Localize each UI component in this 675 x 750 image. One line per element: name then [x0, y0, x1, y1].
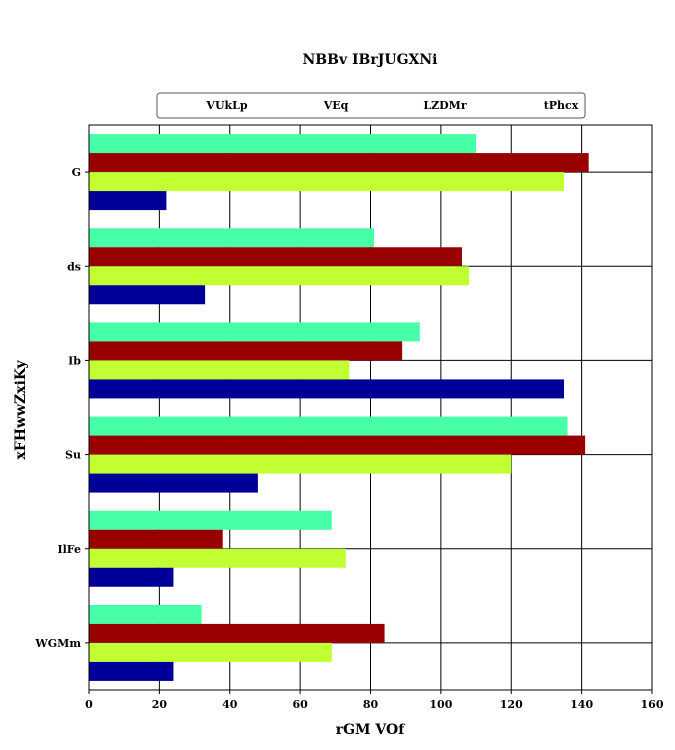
- x-tick-label: 160: [641, 698, 664, 711]
- y-tick-label: Ib: [68, 354, 81, 367]
- bar-VEq-Su: [89, 435, 586, 455]
- x-tick-label: 100: [429, 698, 452, 711]
- bars: [89, 134, 589, 681]
- y-ticks: Gds Ib Su IlFe WGMm: [34, 166, 89, 650]
- y-tick-label: Su: [65, 449, 81, 462]
- legend-box: [156, 92, 586, 119]
- y-tick-label: ds: [67, 260, 81, 273]
- bar-LZDMr-ds: [89, 266, 470, 286]
- bar-LZDMr-IlFe: [89, 548, 346, 568]
- bar-VEq-ds: [89, 247, 462, 267]
- y-tick-label: G: [72, 166, 81, 179]
- x-ticks: 0 20 40 60 80 100 120 140 160: [85, 690, 664, 711]
- y-tick-label: WGMm: [34, 637, 81, 650]
- x-tick-label: 0: [85, 698, 93, 711]
- bar-VUkLp-Su: [89, 416, 568, 436]
- bar-LZDMr-Su: [89, 454, 512, 474]
- bar-VUkLp-ds: [89, 228, 375, 248]
- legend-entry-LZDMr: LZDMr: [423, 99, 466, 112]
- bar-VEq-IlFe: [89, 529, 223, 549]
- bar-VEq-WGMm: [89, 623, 385, 643]
- bar-tPhcx-G: [89, 191, 167, 211]
- bar-tPhcx-WGMm: [89, 661, 174, 681]
- chart-title: NBBv IBrJUGXNi: [303, 52, 438, 68]
- legend-entry-VEq: VEq: [323, 99, 349, 112]
- x-tick-label: 120: [500, 698, 523, 711]
- bar-VUkLp-Ib: [89, 322, 420, 342]
- x-axis-label: rGM VOf: [336, 722, 406, 738]
- legend: VUkLp VEq LZDMr tPhcx: [156, 92, 586, 119]
- bar-LZDMr-Ib: [89, 360, 350, 380]
- bar-tPhcx-Ib: [89, 379, 565, 399]
- legend-entry-tPhcx: tPhcx: [544, 99, 579, 112]
- bar-LZDMr-WGMm: [89, 642, 332, 662]
- x-tick-label: 20: [152, 698, 168, 711]
- bar-tPhcx-IlFe: [89, 567, 174, 587]
- bar-VEq-G: [89, 153, 589, 173]
- bar-VUkLp-G: [89, 134, 477, 154]
- bar-VUkLp-WGMm: [89, 604, 202, 624]
- x-tick-label: 80: [363, 698, 379, 711]
- bar-VUkLp-IlFe: [89, 510, 332, 530]
- bar-tPhcx-ds: [89, 285, 206, 305]
- x-tick-label: 40: [222, 698, 238, 711]
- bar-tPhcx-Su: [89, 473, 258, 493]
- y-axis-label: xFHwwZxiKy: [13, 360, 29, 460]
- bar-LZDMr-G: [89, 172, 565, 192]
- bar-VEq-Ib: [89, 341, 403, 361]
- x-tick-label: 60: [292, 698, 308, 711]
- x-tick-label: 140: [570, 698, 593, 711]
- y-tick-label: IlFe: [57, 543, 81, 556]
- legend-entry-VUkLp: VUkLp: [205, 99, 247, 112]
